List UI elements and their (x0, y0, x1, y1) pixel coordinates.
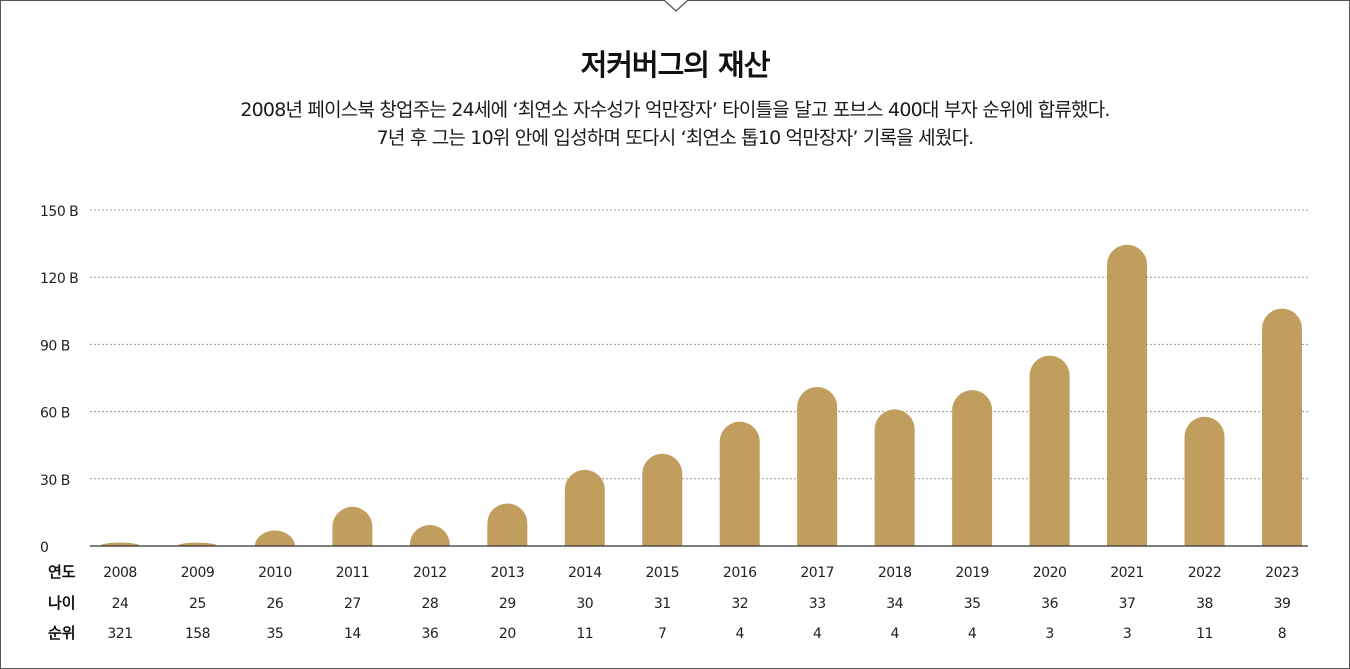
table-cell: 4 (813, 626, 822, 642)
table-cell: 30 (576, 596, 593, 612)
table-cell: 35 (267, 626, 284, 642)
table-cell: 3 (1123, 626, 1131, 642)
table-cell: 39 (1274, 596, 1291, 612)
table-cell: 34 (886, 596, 903, 612)
table-cell: 20 (499, 626, 516, 642)
bar-2020 (1029, 355, 1070, 546)
table-cell: 7 (658, 626, 666, 642)
y-tick-label: 120 B (40, 271, 78, 287)
table-cell: 35 (964, 596, 981, 612)
table-cell: 11 (576, 626, 593, 642)
x-tick-label: 2022 (1188, 565, 1222, 581)
x-tick-label: 2020 (1033, 565, 1067, 581)
bar-2016 (719, 421, 760, 546)
bar-2017 (797, 386, 838, 546)
y-tick-label: 30 B (40, 473, 70, 489)
table-cell: 4 (968, 626, 977, 642)
table-cell: 24 (112, 596, 129, 612)
bar-2014 (564, 469, 605, 546)
x-tick-label: 2009 (181, 565, 215, 581)
chart-title: 저커버그의 재산 (580, 48, 771, 82)
x-tick-label: 2019 (955, 565, 989, 581)
bar-2012 (409, 524, 450, 546)
subtitle-line-2: 7년 후 그는 10위 안에 입성하며 또다시 ‘최연소 톱10 억만장자’ 기… (376, 127, 975, 149)
table-cell: 31 (654, 596, 671, 612)
y-tick-label: 90 B (40, 338, 70, 354)
table-cell: 36 (421, 626, 438, 642)
table-cell: 27 (344, 596, 361, 612)
y-tick-label: 60 B (40, 406, 70, 422)
x-tick-label: 2010 (258, 565, 292, 581)
x-tick-label: 2016 (723, 565, 757, 581)
x-tick-label: 2015 (645, 565, 679, 581)
table-cell: 8 (1278, 626, 1286, 642)
y-tick-label: 0 (40, 540, 48, 556)
bar-2021 (1107, 244, 1148, 546)
x-tick-label: 2017 (800, 565, 834, 581)
table-cell: 158 (185, 626, 210, 642)
bar-2010 (254, 530, 295, 546)
table-cell: 32 (731, 596, 748, 612)
chevron-down-icon (663, 0, 689, 12)
row-label: 순위 (48, 624, 76, 642)
bar-2011 (332, 506, 373, 546)
bar-2019 (952, 390, 993, 546)
table-cell: 4 (890, 626, 899, 642)
bar-2018 (874, 409, 915, 546)
table-cell: 3 (1045, 626, 1053, 642)
table-cell: 14 (344, 626, 361, 642)
chart-subtitle: 2008년 페이스북 창업주는 24세에 ‘최연소 자수성가 억만장자’ 타이틀… (0, 96, 1350, 152)
table-cell: 4 (736, 626, 745, 642)
bar-2013 (487, 503, 528, 546)
table-cell: 37 (1119, 596, 1136, 612)
subtitle-line-1: 2008년 페이스북 창업주는 24세에 ‘최연소 자수성가 억만장자’ 타이틀… (240, 99, 1110, 121)
row-label: 나이 (48, 594, 76, 612)
table-cell: 321 (107, 626, 132, 642)
x-tick-label: 2021 (1110, 565, 1144, 581)
x-tick-label: 2008 (103, 565, 137, 581)
bar-2015 (642, 453, 683, 546)
x-tick-label: 2013 (491, 565, 525, 581)
table-cell: 26 (267, 596, 284, 612)
table-cell: 29 (499, 596, 516, 612)
x-tick-label: 2012 (413, 565, 447, 581)
row-label: 연도 (48, 563, 76, 581)
y-tick-label: 150 B (40, 204, 78, 220)
x-tick-label: 2018 (878, 565, 912, 581)
bar-2009 (177, 542, 218, 546)
bar-2022 (1184, 416, 1225, 546)
x-tick-label: 2011 (336, 565, 370, 581)
x-tick-label: 2023 (1265, 565, 1299, 581)
table-cell: 11 (1196, 626, 1213, 642)
table-cell: 36 (1041, 596, 1058, 612)
table-cell: 38 (1196, 596, 1213, 612)
table-cell: 28 (421, 596, 438, 612)
bar-2023 (1262, 308, 1302, 546)
x-tick-label: 2014 (568, 565, 602, 581)
bar-2008 (100, 542, 140, 546)
table-cell: 25 (189, 596, 206, 612)
table-cell: 33 (809, 596, 826, 612)
